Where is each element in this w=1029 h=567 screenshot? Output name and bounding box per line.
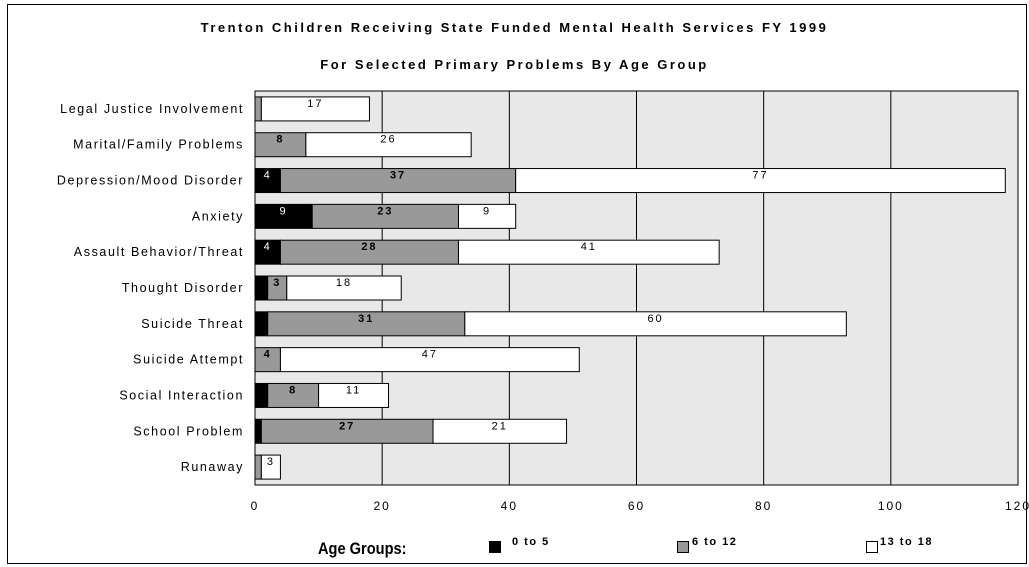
bar-segment: [254, 454, 262, 480]
legend-title: Age Groups:: [318, 539, 407, 558]
data-label: 47: [422, 349, 438, 361]
bar-segment: [260, 454, 281, 480]
data-label: 31: [358, 313, 374, 325]
category-label: Legal Justice Involvement: [60, 102, 244, 116]
category-label: Assault Behavior/Threat: [74, 245, 244, 259]
data-label: 11: [346, 384, 361, 396]
data-label: 28: [361, 241, 377, 253]
category-label: Thought Disorder: [122, 281, 244, 295]
bar-segment: [254, 347, 281, 373]
bar-segment: [515, 168, 1006, 194]
data-label: 4: [264, 170, 272, 182]
legend-swatch-6-to-12: [677, 541, 689, 553]
x-tick-label: 80: [755, 499, 772, 513]
data-label: 60: [647, 313, 663, 325]
x-tick-label: 40: [501, 499, 518, 513]
bar-segment: [286, 275, 402, 301]
x-tick-label: 60: [628, 499, 645, 513]
data-label: 9: [280, 205, 288, 217]
legend-label-0-to-5: 0 to 5: [512, 536, 550, 548]
legend-swatch-13-to-18: [866, 541, 878, 553]
x-tick-label: 100: [878, 499, 904, 513]
data-label: 26: [380, 134, 396, 146]
data-label: 9: [483, 205, 491, 217]
chart-frame: [7, 4, 1027, 564]
category-label: Suicide Threat: [141, 317, 244, 331]
category-label: Depression/Mood Disorder: [57, 174, 244, 188]
data-label: 4: [264, 241, 272, 253]
category-label: Social Interaction: [119, 388, 244, 402]
bar-segment: [457, 203, 517, 229]
data-label: 4: [264, 349, 272, 361]
bar-segment: [305, 132, 472, 158]
data-label: 23: [377, 205, 393, 217]
data-label: 77: [752, 170, 768, 182]
legend-swatch-0-to-5: [489, 541, 501, 553]
bar-segment: [254, 382, 269, 408]
bar-segment: [254, 311, 269, 337]
bar-segment: [432, 418, 568, 444]
data-label: 37: [390, 170, 406, 182]
legend-label-13-to-18: 13 to 18: [880, 536, 933, 548]
category-label: Anxiety: [192, 209, 244, 223]
data-label: 41: [581, 241, 597, 253]
bar-segment: [311, 203, 459, 229]
bar-segment: [254, 96, 262, 122]
bar-segment: [279, 347, 580, 373]
x-tick-label: 0: [251, 499, 260, 513]
category-label: Runaway: [181, 460, 244, 474]
bar-segment: [279, 239, 459, 265]
legend-label-6-to-12: 6 to 12: [692, 536, 738, 548]
data-label: 8: [289, 384, 297, 396]
chart-subtitle: For Selected Primary Problems By Age Gro…: [320, 57, 709, 72]
data-label: 27: [339, 420, 355, 432]
x-tick-label: 20: [373, 499, 390, 513]
bar-segment: [254, 418, 262, 444]
bar-segment: [457, 239, 720, 265]
bar-segment: [260, 96, 370, 122]
category-label: School Problem: [133, 424, 244, 438]
data-label: 21: [492, 420, 508, 432]
data-label: 3: [267, 456, 275, 468]
bar-segment: [254, 275, 269, 301]
bar-segment: [318, 382, 390, 408]
data-label: 17: [307, 98, 323, 110]
chart-title: Trenton Children Receiving State Funded …: [200, 20, 829, 35]
bar-segment: [267, 382, 320, 408]
data-label: 3: [273, 277, 281, 289]
data-label: 8: [276, 134, 284, 146]
bar-segment: [254, 203, 313, 229]
category-label: Suicide Attempt: [133, 353, 244, 367]
bar-segment: [464, 311, 847, 337]
category-label: Marital/Family Problems: [73, 138, 244, 152]
data-label: 18: [336, 277, 352, 289]
x-tick-label: 120: [1005, 499, 1029, 513]
